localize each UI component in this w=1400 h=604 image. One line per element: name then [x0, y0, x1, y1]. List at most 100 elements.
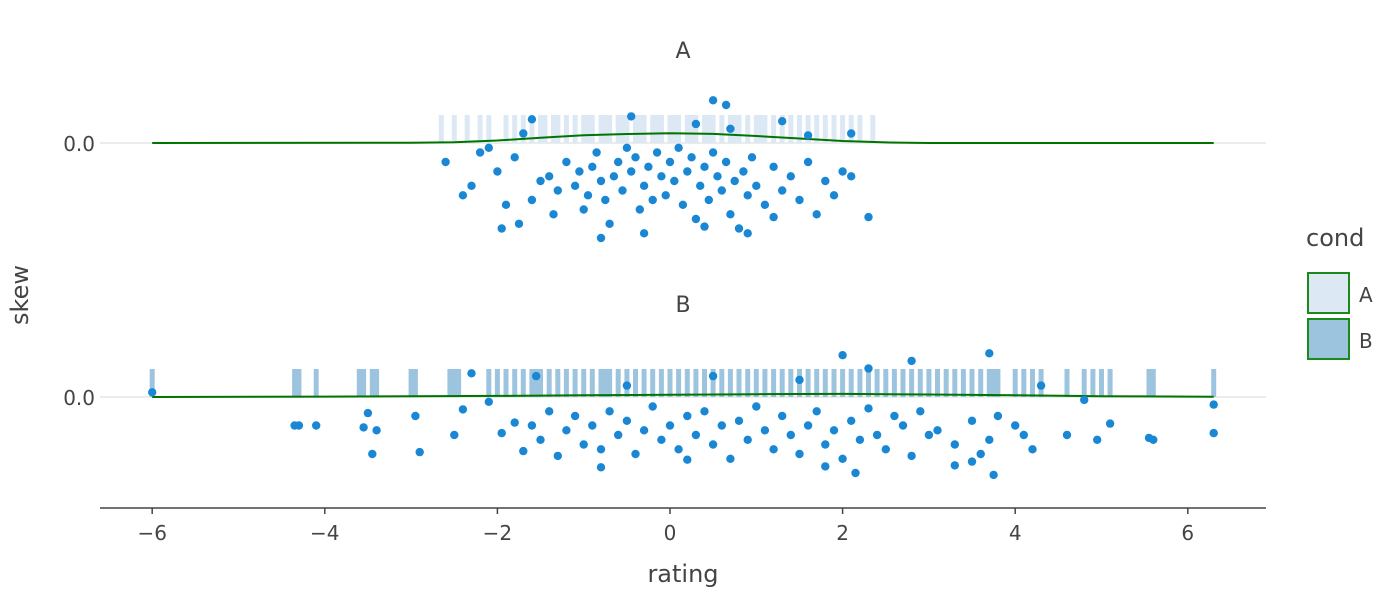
data-point	[691, 214, 701, 224]
data-point	[881, 445, 890, 454]
panel-b-points	[148, 349, 1218, 480]
rug-mark	[710, 115, 716, 143]
data-point	[708, 96, 718, 105]
data-point	[795, 449, 804, 459]
rug-mark	[551, 115, 556, 143]
rug-mark	[805, 369, 811, 397]
data-point	[743, 229, 752, 238]
data-point	[450, 430, 459, 440]
data-point	[1149, 435, 1158, 444]
rug-mark	[356, 369, 362, 397]
rug-mark	[667, 369, 673, 397]
panel-a-rug	[438, 115, 876, 143]
rug-mark	[822, 369, 828, 397]
rug-mark	[581, 369, 587, 397]
data-point	[752, 181, 761, 190]
data-point	[847, 416, 856, 425]
data-point	[639, 426, 649, 435]
data-point	[294, 421, 304, 430]
data-point	[778, 117, 787, 126]
rug-mark	[1081, 369, 1087, 397]
rug-mark	[1021, 369, 1027, 397]
data-point	[795, 195, 804, 205]
rug-mark	[753, 115, 759, 143]
rug-mark	[857, 115, 863, 143]
x-tick-label: 4	[1009, 521, 1022, 545]
rug-mark	[771, 369, 777, 397]
rug-mark	[805, 115, 811, 143]
rug-mark	[451, 369, 457, 397]
data-point	[359, 423, 368, 432]
data-point	[721, 157, 731, 167]
data-point	[372, 426, 381, 435]
data-point	[441, 157, 450, 167]
data-point	[519, 129, 528, 138]
rug-mark	[520, 369, 526, 397]
data-point	[898, 421, 908, 430]
rug-mark	[438, 115, 444, 143]
data-point	[1019, 430, 1028, 440]
data-point	[501, 200, 511, 209]
x-tick-label: 6	[1181, 521, 1194, 545]
rug-mark	[1012, 369, 1018, 397]
data-point	[864, 404, 873, 413]
data-point	[1062, 430, 1072, 440]
rug-mark	[952, 369, 958, 397]
data-point	[148, 388, 157, 397]
data-point	[739, 167, 748, 176]
rug-mark	[602, 115, 608, 143]
data-point	[700, 407, 709, 416]
rug-mark	[719, 115, 725, 143]
data-point	[1209, 400, 1218, 409]
rug-mark	[1150, 369, 1156, 397]
rug-mark	[758, 115, 764, 143]
data-point	[579, 440, 588, 449]
rug-mark	[589, 115, 595, 143]
data-point	[924, 430, 934, 440]
data-point	[950, 440, 959, 449]
data-point	[605, 219, 614, 228]
data-point	[1028, 445, 1037, 454]
data-point	[838, 351, 847, 360]
rug-mark	[814, 369, 820, 397]
rug-mark	[788, 369, 794, 397]
rug-mark	[512, 115, 518, 143]
data-point	[734, 224, 744, 233]
rug-mark	[589, 369, 595, 397]
data-point	[674, 445, 683, 454]
rug-mark	[555, 115, 561, 143]
rug-mark	[620, 115, 625, 143]
rug-mark	[986, 369, 992, 397]
data-point	[683, 411, 692, 421]
data-point	[730, 176, 739, 186]
data-point	[605, 407, 614, 416]
rug-mark	[512, 369, 518, 397]
data-point	[562, 426, 571, 435]
data-point	[514, 219, 524, 228]
rug-mark	[624, 115, 630, 143]
data-point	[527, 195, 537, 205]
rug-mark	[779, 115, 785, 143]
rug-mark	[503, 369, 509, 397]
data-point	[614, 430, 623, 440]
data-point	[687, 153, 696, 162]
data-point	[1209, 428, 1218, 438]
rug-mark	[779, 369, 785, 397]
x-axis: −6 −4 −2 0 2 4 6 rating	[100, 507, 1266, 588]
data-point	[760, 200, 770, 209]
data-point	[821, 440, 830, 449]
rug-mark	[538, 369, 543, 397]
x-tick-label: −4	[310, 521, 339, 545]
data-point	[562, 157, 571, 167]
rug-mark	[991, 369, 997, 397]
rug-mark	[555, 369, 561, 397]
data-point	[588, 162, 597, 171]
data-point	[639, 229, 649, 238]
rug-mark	[292, 369, 298, 397]
rug-mark	[503, 115, 509, 143]
rug-mark	[732, 115, 738, 143]
data-point	[622, 143, 632, 152]
data-point	[363, 408, 373, 418]
data-point	[786, 172, 795, 181]
rug-mark	[917, 369, 923, 397]
